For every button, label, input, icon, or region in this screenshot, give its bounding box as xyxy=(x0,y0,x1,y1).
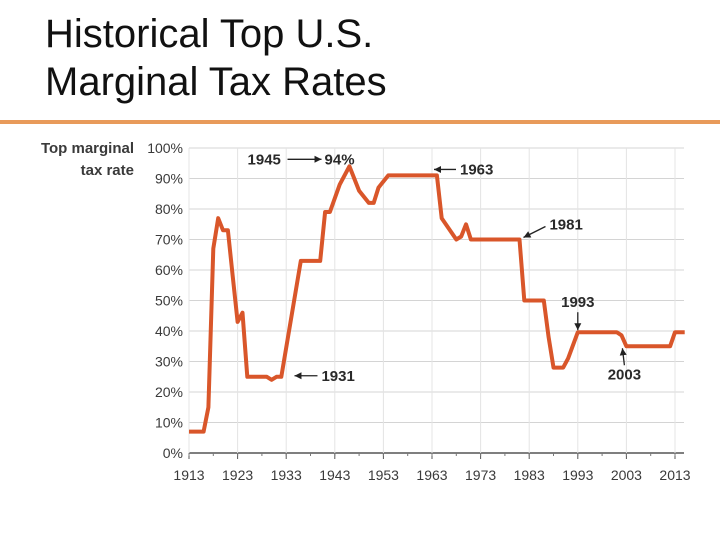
y-tick-label: 70% xyxy=(155,232,183,248)
y-tick-label: 0% xyxy=(163,445,183,461)
annotation-label-2003: 2003 xyxy=(608,366,641,383)
title-divider xyxy=(0,120,720,124)
y-tick-label: 90% xyxy=(155,171,183,187)
annotation-arrow-2003 xyxy=(619,348,627,366)
annotation-label-1963: 1963 xyxy=(460,161,493,178)
y-tick-label: 50% xyxy=(155,293,183,309)
x-tick-label: 1943 xyxy=(319,467,350,483)
y-tick-label: 60% xyxy=(155,262,183,278)
x-tick-label: 1963 xyxy=(416,467,447,483)
annotation-label-1945: 1945 xyxy=(248,151,281,168)
annotation-arrow-1963 xyxy=(434,165,456,173)
x-tick-label: 1953 xyxy=(368,467,399,483)
y-tick-label: 20% xyxy=(155,384,183,400)
x-tick-label: 1913 xyxy=(173,467,204,483)
annotation-arrow-1993 xyxy=(574,312,582,331)
annotation-label-1931: 1931 xyxy=(321,368,354,385)
series-line-top-marginal-rate xyxy=(189,164,685,434)
annotation-arrow-1945 xyxy=(287,155,322,163)
y-tick-label: 100% xyxy=(147,140,183,156)
annotation-arrow-1931 xyxy=(294,372,318,380)
y-axis-label-line-2: tax rate xyxy=(80,162,134,179)
y-tick-label: 10% xyxy=(155,415,183,431)
annotation-label-1993: 1993 xyxy=(561,294,594,311)
annotation-label-1981: 1981 xyxy=(549,217,582,234)
x-tick-label: 1973 xyxy=(465,467,496,483)
x-tick-label: 1993 xyxy=(562,467,593,483)
y-axis-label: Top marginal tax rate xyxy=(30,138,134,182)
x-tick-label: 2003 xyxy=(611,467,642,483)
x-tick-label: 2013 xyxy=(659,467,690,483)
annotation-arrow-1981 xyxy=(523,225,546,239)
y-tick-label: 40% xyxy=(155,323,183,339)
x-tick-label: 1923 xyxy=(222,467,253,483)
slide-title-line-1: Historical Top U.S. xyxy=(45,12,374,56)
x-tick-label: 1933 xyxy=(271,467,302,483)
slide-title-line-2: Marginal Tax Rates xyxy=(45,60,387,104)
x-tick-label: 1983 xyxy=(514,467,545,483)
y-tick-label: 80% xyxy=(155,201,183,217)
y-tick-label: 30% xyxy=(155,354,183,370)
annotation-value-1945: 94% xyxy=(325,151,355,168)
y-axis-label-line-1: Top marginal xyxy=(40,140,134,157)
slide-title: Historical Top U.S. Marginal Tax Rates xyxy=(45,10,665,106)
